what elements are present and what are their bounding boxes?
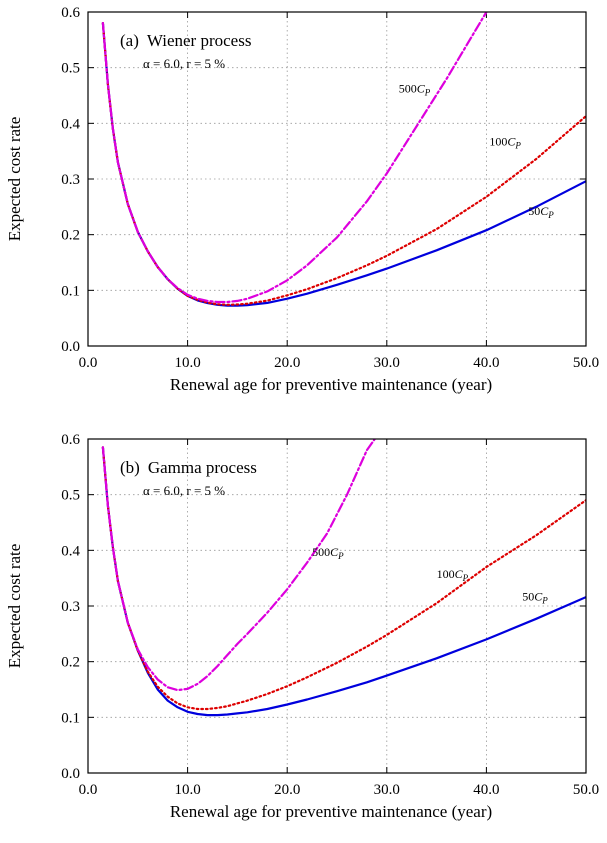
y-tick-label: 0.5 <box>61 488 80 504</box>
x-tick-label: 0.0 <box>79 355 98 371</box>
series-line-500c-p <box>101 12 488 304</box>
series-label-coefficient: 100 <box>437 567 455 581</box>
series-label-subscript: P <box>514 141 521 151</box>
series-label-subscript: P <box>462 573 469 583</box>
series-label-coefficient: 500 <box>312 545 330 559</box>
y-tick-label: 0.5 <box>61 61 80 77</box>
x-tick-label: 10.0 <box>174 355 200 371</box>
x-tick-label: 20.0 <box>274 782 300 798</box>
plot-frame <box>87 438 587 774</box>
y-tick-label: 0.1 <box>61 283 80 299</box>
y-tick-label: 0.4 <box>61 543 80 559</box>
chart-panel-a: 0.0 10.0 20.0 30.0 40.0 50.0 0.0 0.1 0.2 0.3 0.4 0.… <box>5 5 599 394</box>
panel-title: (b) Gamma process <box>120 458 257 477</box>
panel-title: (a) Wiener process <box>120 31 251 50</box>
series-label-variable: C <box>534 589 543 603</box>
series-label-subscript: P <box>424 88 431 98</box>
series-label-500c-p: 500CP <box>312 545 344 561</box>
series-label-subscript: P <box>547 210 554 220</box>
series-label-500c-p: 500CP <box>399 82 431 98</box>
y-axis-label: Expected cost rate <box>5 544 24 669</box>
series-label-variable: C <box>507 135 516 149</box>
x-tick-label: 20.0 <box>274 355 300 371</box>
series-label-coefficient: 50 <box>522 589 534 603</box>
series-label-variable: C <box>540 204 549 218</box>
panel-title-text: Gamma process <box>148 458 257 477</box>
panel-letter: (a) <box>120 31 139 50</box>
plot-frame <box>87 11 587 347</box>
series-group <box>101 12 586 307</box>
x-axis-label: Renewal age for preventive maintenance (… <box>170 375 492 394</box>
series-label-subscript: P <box>337 551 344 561</box>
series-label-variable: C <box>330 545 339 559</box>
y-tick-label: 0.0 <box>61 766 80 782</box>
x-tick-label: 0.0 <box>79 782 98 798</box>
x-tick-label: 40.0 <box>473 782 499 798</box>
panel-title-text: Wiener process <box>147 31 252 50</box>
series-group <box>101 439 586 717</box>
panel-letter: (b) <box>120 458 140 477</box>
panel-subtitle: α = 6.0, r = 5 % <box>143 56 225 71</box>
y-axis-label: Expected cost rate <box>5 117 24 242</box>
series-label-100c-p: 100CP <box>437 567 469 583</box>
series-label-subscript: P <box>541 595 548 605</box>
y-tick-label: 0.4 <box>61 116 80 132</box>
x-tick-label: 50.0 <box>573 782 599 798</box>
series-label-coefficient: 50 <box>528 204 540 218</box>
y-tick-label: 0.0 <box>61 339 80 355</box>
y-tick-label: 0.2 <box>61 228 80 244</box>
y-tick-label: 0.2 <box>61 655 80 671</box>
y-tick-label: 0.6 <box>61 5 80 21</box>
chart-panel-b: 0.0 10.0 20.0 30.0 40.0 50.0 0.0 0.1 0.2 0.3 0.4 0.… <box>5 432 599 821</box>
y-tick-label: 0.6 <box>61 432 80 448</box>
panel-subtitle: α = 6.0, r = 5 % <box>143 483 225 498</box>
x-axis-label: Renewal age for preventive maintenance (… <box>170 802 492 821</box>
series-label-variable: C <box>455 567 464 581</box>
series-label-coefficient: 500 <box>399 82 417 96</box>
series-label-50c-p: 50CP <box>528 204 554 220</box>
series-label-100c-p: 100CP <box>489 135 521 151</box>
y-tick-label: 0.3 <box>61 172 80 188</box>
y-tick-label: 0.1 <box>61 710 80 726</box>
x-tick-label: 50.0 <box>573 355 599 371</box>
series-line-500c-p <box>101 439 376 692</box>
x-tick-label: 40.0 <box>473 355 499 371</box>
x-tick-label: 10.0 <box>174 782 200 798</box>
y-tick-label: 0.3 <box>61 599 80 615</box>
series-label-coefficient: 100 <box>489 135 507 149</box>
x-tick-label: 30.0 <box>374 782 400 798</box>
series-label-50c-p: 50CP <box>522 589 548 605</box>
series-label-variable: C <box>417 82 426 96</box>
series-line-100c-p <box>101 446 586 711</box>
x-tick-label: 30.0 <box>374 355 400 371</box>
